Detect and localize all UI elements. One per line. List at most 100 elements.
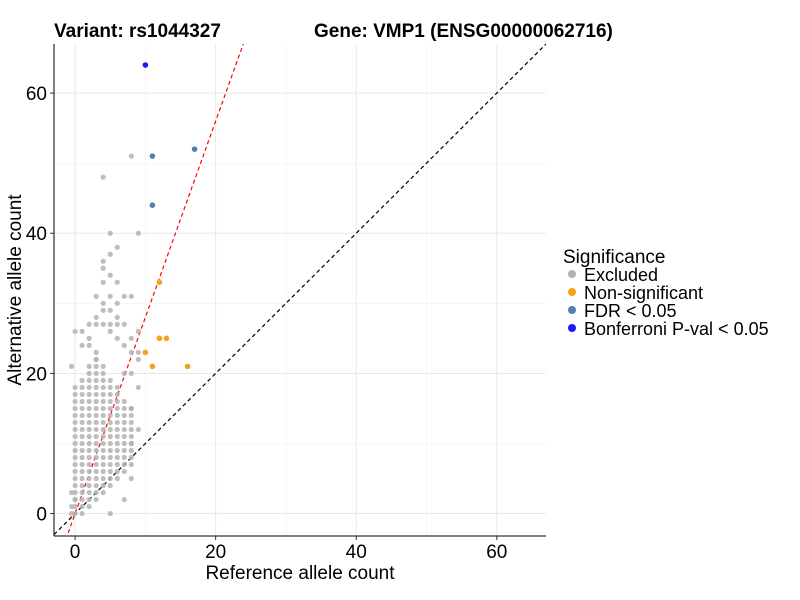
- point-excluded: [107, 454, 113, 461]
- point-excluded: [114, 279, 120, 285]
- point-excluded: [86, 419, 92, 426]
- y-tick-label: 40: [26, 224, 47, 245]
- point-non-significant: [149, 363, 156, 370]
- point-excluded: [93, 461, 99, 468]
- y-axis-label: Alternative allele count: [5, 194, 26, 386]
- point-excluded: [114, 384, 120, 391]
- point-excluded: [100, 391, 106, 398]
- point-excluded: [128, 405, 134, 412]
- point-excluded: [100, 405, 106, 412]
- point-excluded: [107, 510, 113, 517]
- point-excluded: [100, 300, 106, 306]
- point-excluded: [121, 293, 127, 299]
- point-excluded: [107, 468, 113, 475]
- point-excluded: [86, 363, 92, 369]
- point-excluded: [114, 433, 120, 440]
- point-excluded: [135, 230, 141, 236]
- point-excluded: [100, 370, 106, 377]
- point-excluded: [107, 230, 113, 236]
- data-points: [68, 62, 198, 517]
- point-excluded: [121, 447, 127, 454]
- point-excluded: [128, 419, 134, 426]
- x-axis-label: Reference allele count: [205, 563, 395, 584]
- point-excluded: [107, 461, 113, 468]
- point-excluded: [121, 496, 127, 503]
- point-excluded: [114, 391, 120, 398]
- point-excluded: [100, 279, 106, 285]
- legend-key: [568, 288, 576, 296]
- point-excluded: [121, 405, 127, 412]
- y-tick-label: 0: [36, 505, 47, 526]
- point-excluded: [93, 293, 99, 299]
- point-excluded: [107, 384, 113, 391]
- point-excluded: [79, 398, 85, 405]
- legend-title: Significance: [563, 247, 665, 268]
- legend-key: [568, 306, 576, 314]
- point-excluded: [135, 349, 141, 355]
- point-excluded: [72, 419, 78, 426]
- point-fdr-0-05: [191, 146, 198, 152]
- point-excluded: [72, 475, 78, 482]
- point-excluded: [86, 468, 92, 475]
- point-excluded: [107, 272, 113, 278]
- point-excluded: [107, 475, 113, 482]
- point-excluded: [100, 384, 106, 391]
- point-excluded: [100, 461, 106, 468]
- legend-key: [568, 270, 576, 278]
- point-excluded: [107, 307, 113, 313]
- legend-key: [568, 324, 576, 332]
- point-excluded: [72, 405, 78, 412]
- point-excluded: [121, 454, 127, 461]
- point-excluded: [93, 377, 99, 384]
- point-excluded: [68, 510, 75, 517]
- point-excluded: [100, 321, 106, 327]
- point-excluded: [93, 440, 99, 447]
- point-excluded: [100, 307, 106, 313]
- point-excluded: [128, 461, 134, 468]
- identity-line: [54, 44, 546, 536]
- point-excluded: [100, 412, 106, 419]
- point-excluded: [107, 377, 113, 384]
- point-excluded: [79, 328, 85, 334]
- point-excluded: [86, 433, 92, 440]
- point-excluded: [93, 419, 99, 426]
- point-excluded: [93, 433, 99, 440]
- point-excluded: [100, 363, 106, 369]
- point-excluded: [68, 489, 75, 496]
- point-excluded: [79, 510, 85, 517]
- point-excluded: [121, 468, 127, 475]
- point-excluded: [128, 412, 134, 419]
- point-excluded: [72, 468, 78, 475]
- point-excluded: [114, 419, 120, 426]
- point-excluded: [93, 391, 99, 398]
- point-excluded: [86, 370, 92, 377]
- point-excluded: [128, 293, 134, 299]
- point-excluded: [79, 384, 85, 391]
- point-excluded: [128, 370, 134, 377]
- point-excluded: [93, 468, 99, 475]
- point-excluded: [79, 496, 85, 503]
- point-excluded: [93, 496, 99, 503]
- point-excluded: [79, 461, 85, 468]
- axis-ticks: 0 20 40 60 0 20 40 60: [26, 84, 508, 563]
- point-excluded: [114, 300, 120, 306]
- point-excluded: [114, 398, 120, 405]
- point-excluded: [72, 496, 78, 503]
- fit-line: [66, 44, 244, 536]
- point-excluded: [79, 405, 85, 412]
- point-excluded: [72, 433, 78, 440]
- point-excluded: [121, 342, 127, 348]
- x-tick-label: 40: [346, 542, 367, 563]
- point-excluded: [114, 447, 120, 454]
- point-excluded: [79, 475, 85, 482]
- point-excluded: [79, 342, 85, 348]
- point-excluded: [79, 391, 85, 398]
- point-excluded: [86, 447, 92, 454]
- point-excluded: [86, 384, 92, 391]
- point-excluded: [107, 251, 113, 257]
- point-excluded: [100, 433, 106, 440]
- point-excluded: [107, 419, 113, 426]
- point-excluded: [128, 349, 134, 355]
- point-excluded: [86, 335, 92, 341]
- point-excluded: [93, 384, 99, 391]
